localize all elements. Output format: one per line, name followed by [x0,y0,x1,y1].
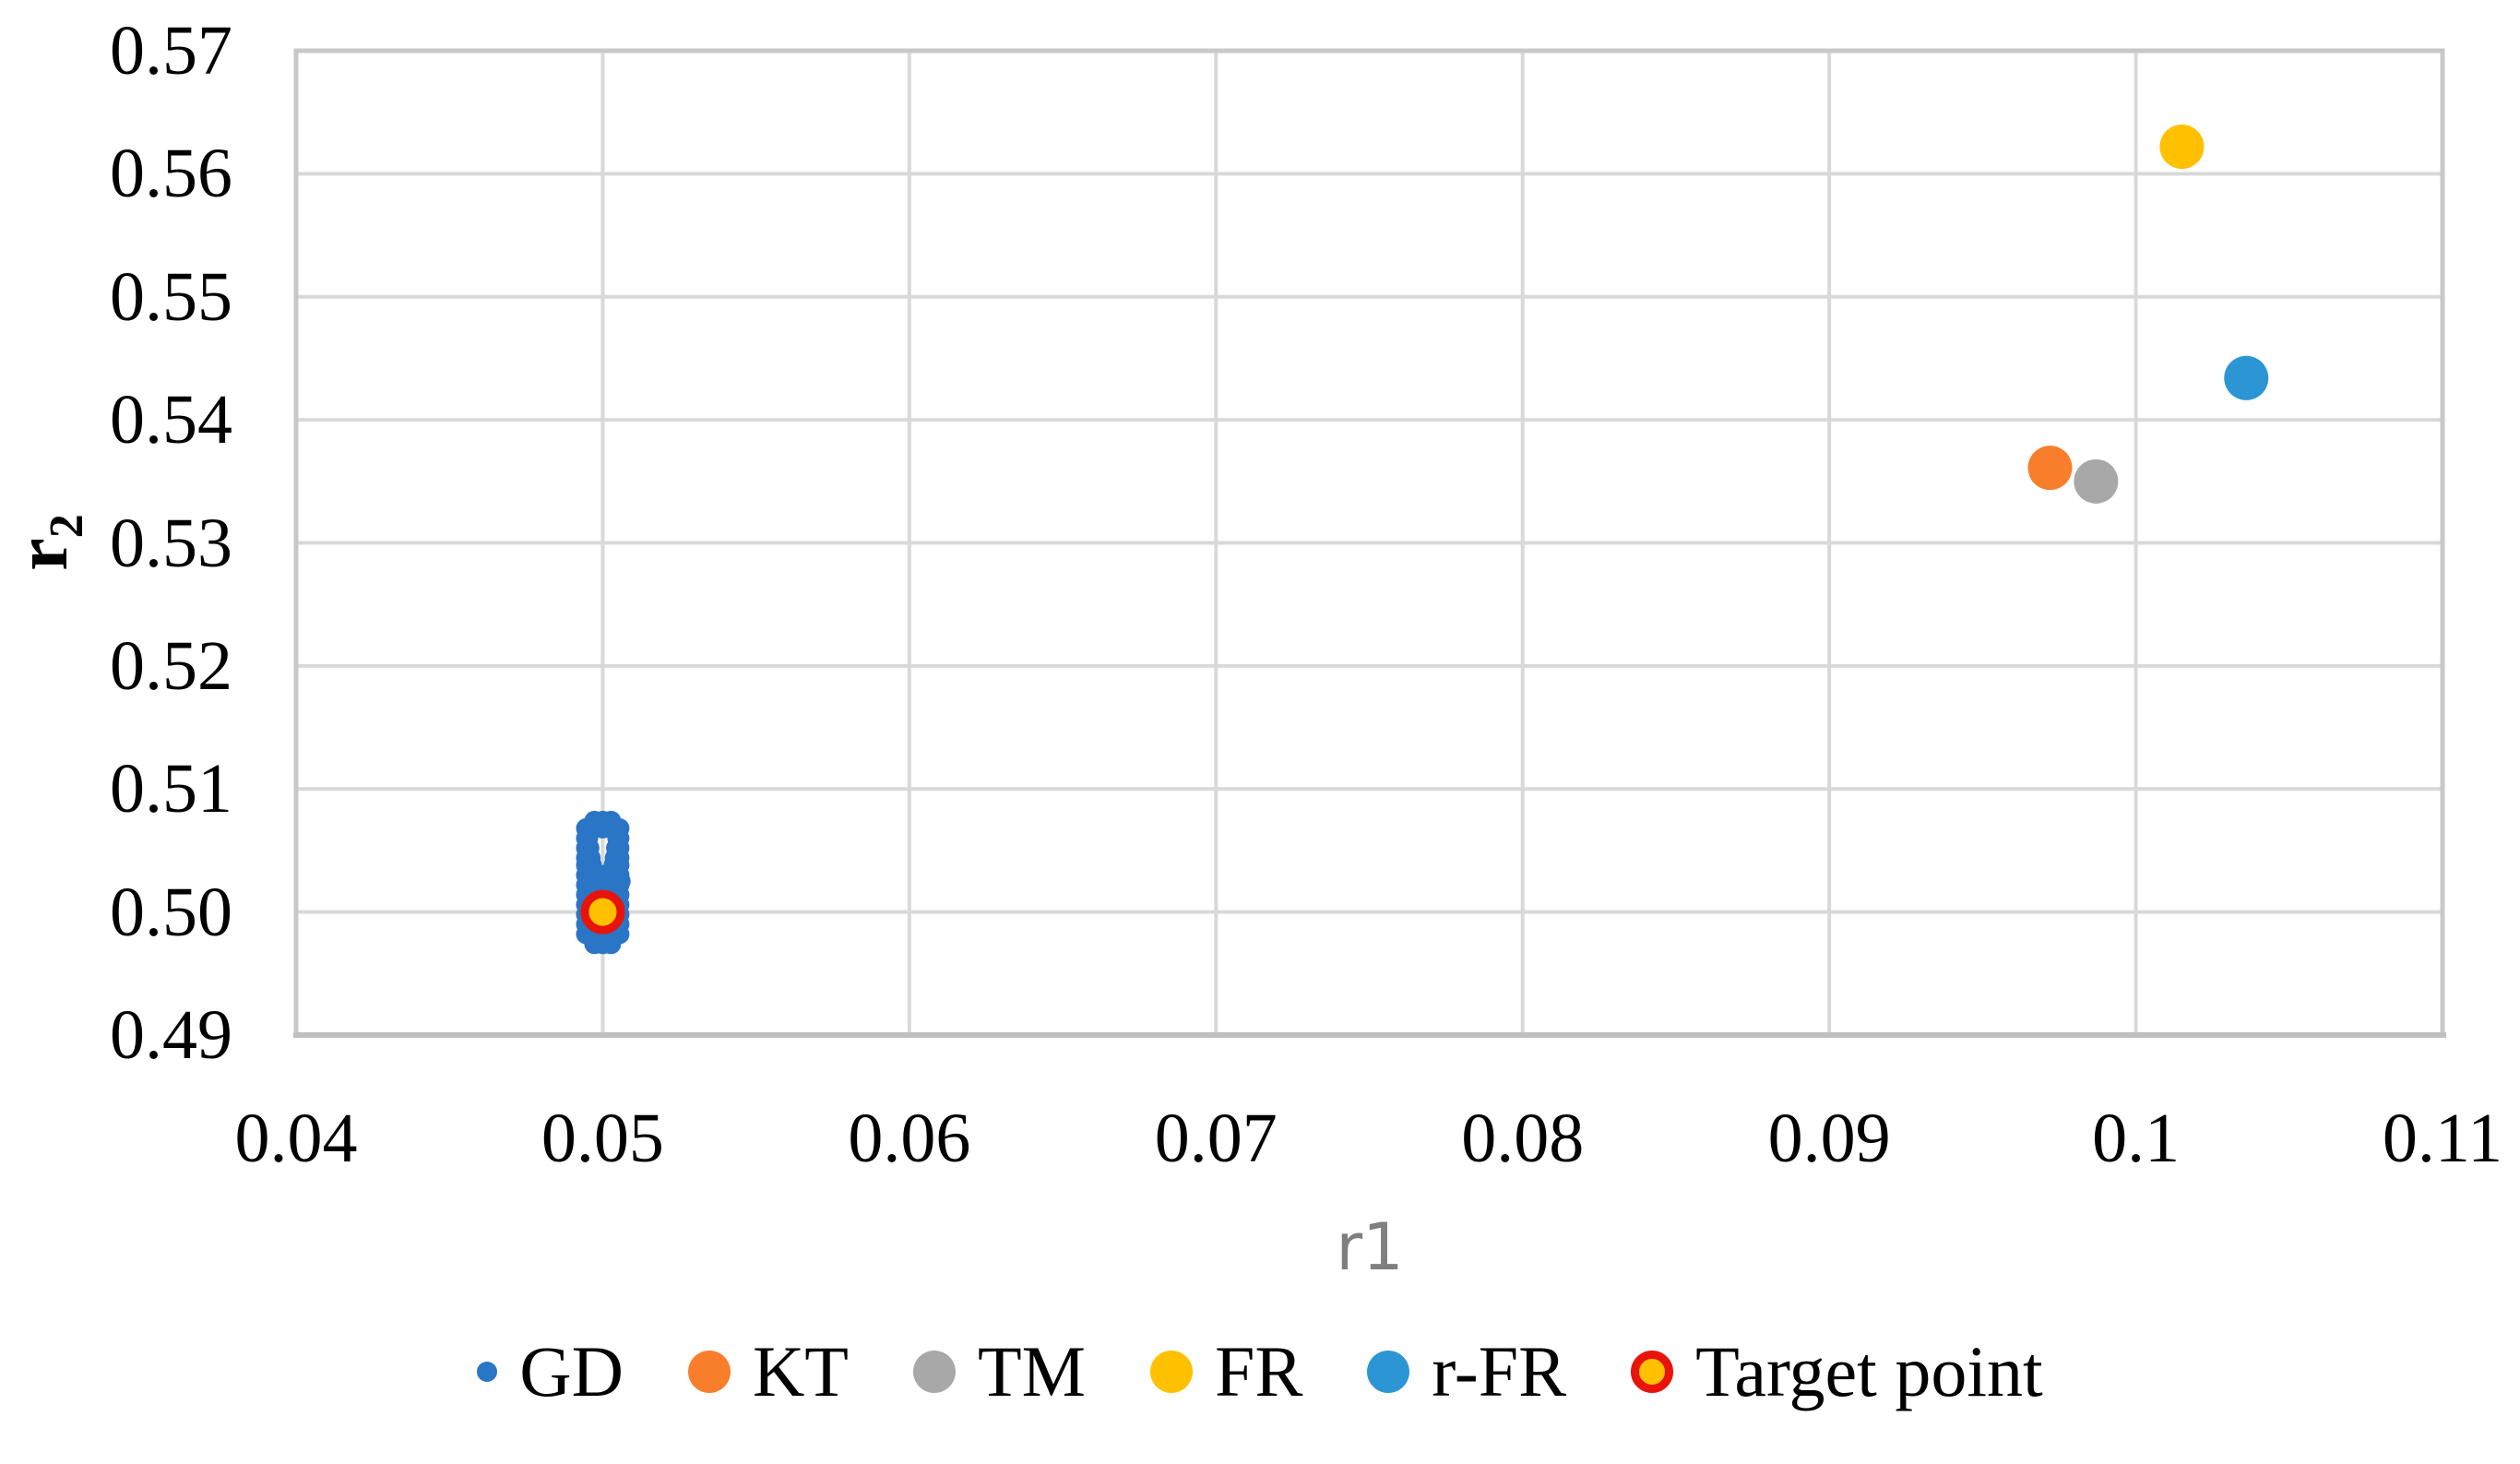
legend-item-r-fr: r-FR [1367,1336,1566,1408]
legend-item-tm: TM [912,1331,1086,1411]
x-tick-label: 0.05 [541,1100,664,1177]
legend-label-target-point: Target point [1695,1331,2043,1411]
y-tick-label: 0.57 [110,12,232,89]
x-tick-label: 0.09 [1767,1100,1891,1177]
x-tick-label: 0.08 [1461,1100,1585,1177]
legend-item-fr: FR [1149,1331,1303,1411]
y-tick-label: 0.51 [110,750,232,828]
x-tick-label: 0.07 [1154,1100,1278,1177]
legend-item-gd: GD [477,1336,624,1408]
legend-marker-fr [1149,1351,1193,1393]
x-tick-label: 0.06 [848,1100,971,1177]
legend-marker-r-fr [1367,1351,1410,1393]
y-tick-label: 0.54 [110,381,232,459]
x-tick-label: 0.1 [2092,1100,2181,1177]
data-point-tm [2074,458,2119,504]
x-tick-label: 0.04 [234,1100,358,1177]
legend-marker-tm [912,1351,956,1393]
data-point-r-fr [2224,355,2269,400]
legend-item-kt: KT [687,1331,849,1411]
legend-marker-kt [687,1351,731,1393]
y-tick-label: 0.50 [110,873,232,951]
legend-item-target-point: Target point [1631,1336,2043,1408]
data-point-target-point [580,889,625,934]
data-point-kt [2027,446,2073,491]
legend-marker-gd [477,1362,498,1382]
legend-label-tm: TM [977,1331,1086,1411]
x-tick-label: 0.11 [2382,1100,2503,1177]
data-point-fr [2159,125,2205,170]
y-tick-label: 0.53 [110,504,232,582]
legend-label-r-fr: r-FR [1432,1331,1567,1411]
legend: GD KT TM FR r-FR Target point [0,1336,2520,1408]
legend-marker-target-point [1631,1351,1674,1393]
y-tick-label: 0.52 [110,626,232,705]
y-tick-label: 0.55 [110,257,232,336]
legend-label-gd: GD [519,1331,624,1411]
legend-label-kt: KT [752,1331,849,1411]
legend-label-fr: FR [1214,1331,1303,1411]
x-axis-title: r1 [1336,1209,1404,1285]
y-tick-label: 0.56 [110,135,232,213]
data-point-gd [610,871,631,892]
y-tick-label: 0.49 [110,996,232,1074]
data-point-gd [600,810,622,831]
